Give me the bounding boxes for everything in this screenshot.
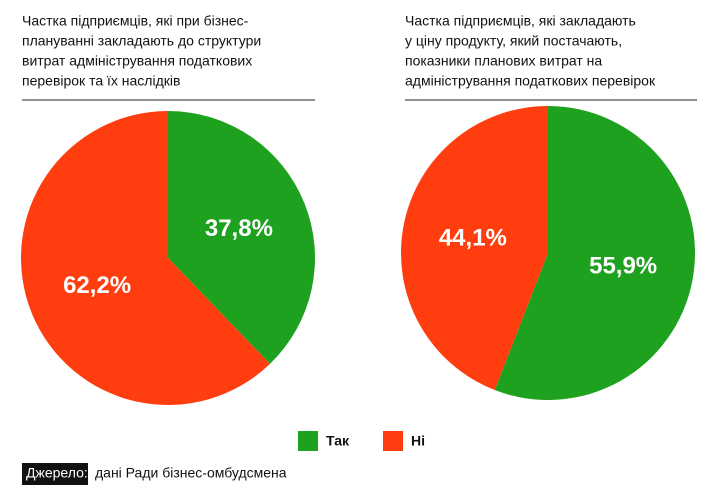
pie-slice: [494, 106, 695, 401]
source-text: дані Ради бізнес-омбудсмена: [95, 465, 287, 481]
data-label: 55,9%: [589, 252, 657, 279]
legend-swatch: [383, 431, 403, 451]
chart-title: витрат адміністрування податкових: [22, 53, 252, 69]
chart-title: Частка підприємців, які закладають: [405, 13, 636, 29]
data-label: 44,1%: [439, 224, 507, 251]
pie-slice: [168, 111, 316, 364]
legend-label: Так: [326, 433, 350, 449]
legend-label: Ні: [411, 433, 425, 449]
pie-slice: [400, 106, 548, 391]
source-label-box: [22, 463, 88, 485]
chart-title: у ціну продукту, який постачають,: [405, 33, 622, 49]
chart-title: показники планових витрат на: [405, 53, 602, 69]
chart-title: перевірок та їх наслідків: [22, 73, 180, 89]
source-label: Джерело:: [26, 465, 88, 481]
legend-swatch: [298, 431, 318, 451]
data-label: 37,8%: [205, 215, 273, 242]
chart-title: Частка підприємців, які при бізнес-: [22, 13, 249, 29]
chart-title: плануванні закладають до структури: [22, 33, 261, 49]
pie-slice: [21, 110, 270, 405]
chart-title: адміністрування податкових перевірок: [405, 73, 656, 89]
data-label: 62,2%: [63, 272, 131, 299]
